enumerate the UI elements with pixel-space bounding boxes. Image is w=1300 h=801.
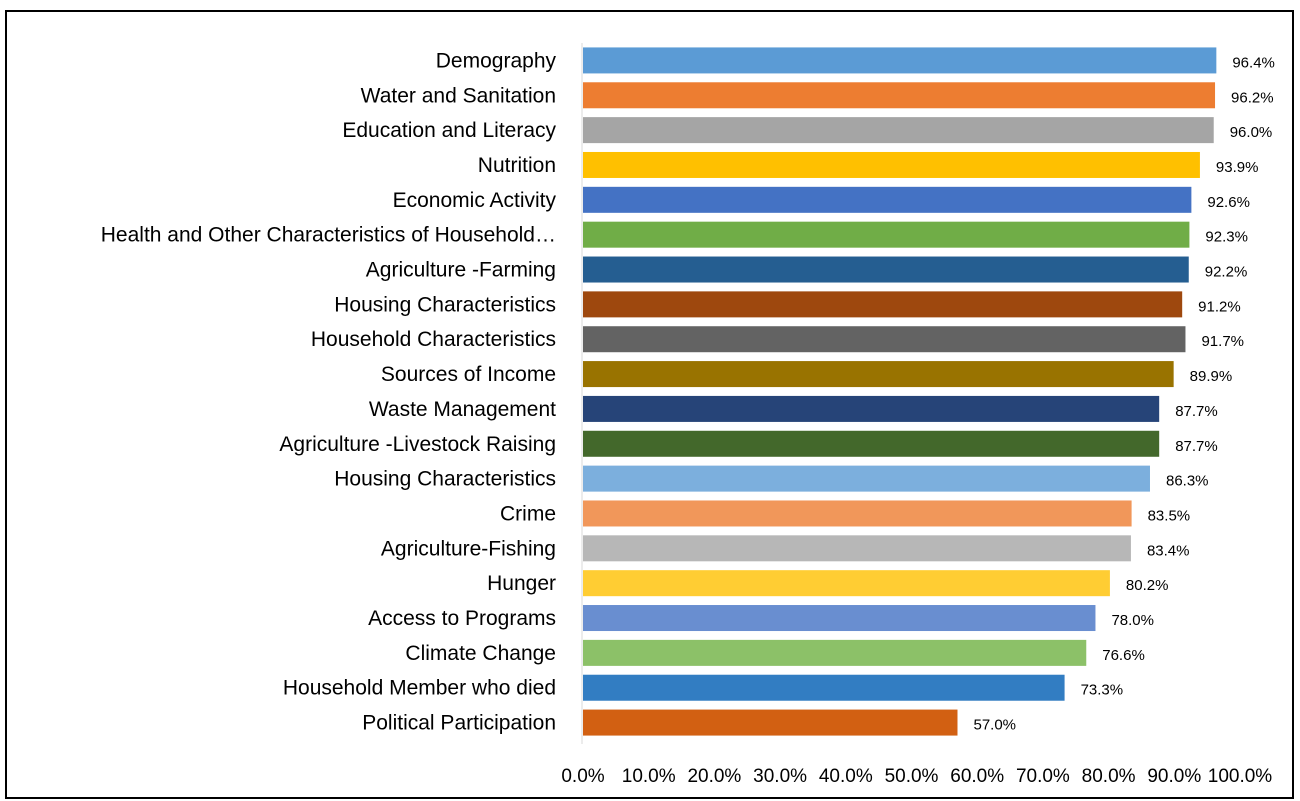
category-label: Housing Characteristics bbox=[334, 468, 556, 491]
value-label: 87.7% bbox=[1175, 438, 1218, 455]
bar bbox=[583, 256, 1189, 283]
bar bbox=[583, 570, 1110, 597]
value-label: 83.5% bbox=[1148, 507, 1191, 524]
category-label: Health and Other Characteristics of Hous… bbox=[101, 224, 556, 247]
value-label: 96.4% bbox=[1232, 54, 1275, 71]
bar bbox=[583, 605, 1096, 632]
bar bbox=[583, 117, 1214, 144]
value-label: 96.0% bbox=[1230, 124, 1273, 141]
bar bbox=[583, 639, 1087, 666]
value-label: 92.3% bbox=[1205, 229, 1248, 246]
category-label: Economic Activity bbox=[393, 189, 557, 212]
x-tick-label: 100.0% bbox=[1208, 766, 1273, 787]
bar bbox=[583, 82, 1216, 109]
category-label: Agriculture -Livestock Raising bbox=[279, 433, 556, 456]
bar bbox=[583, 291, 1183, 318]
x-tick-label: 40.0% bbox=[819, 766, 873, 787]
bar bbox=[583, 47, 1217, 74]
category-label: Education and Literacy bbox=[342, 119, 556, 142]
category-label: Waste Management bbox=[369, 398, 556, 421]
x-tick-label: 80.0% bbox=[1082, 766, 1136, 787]
category-label: Crime bbox=[500, 502, 556, 525]
value-label: 80.2% bbox=[1126, 577, 1169, 594]
bar bbox=[583, 430, 1160, 457]
category-label: Access to Programs bbox=[368, 607, 556, 630]
category-label: Water and Sanitation bbox=[361, 84, 556, 107]
x-tick-label: 30.0% bbox=[753, 766, 807, 787]
x-tick-label: 70.0% bbox=[1016, 766, 1070, 787]
value-labels: 96.4% 96.2% 96.0% 93.9% 92.6% 92.3% 92.2% 91.2%… bbox=[973, 54, 1274, 733]
value-label: 93.9% bbox=[1216, 159, 1259, 176]
bar bbox=[583, 326, 1186, 353]
value-label: 57.0% bbox=[973, 717, 1016, 734]
category-label: Sources of Income bbox=[381, 363, 556, 386]
x-tick-label: 90.0% bbox=[1147, 766, 1201, 787]
category-labels: Demography Water and Sanitation Education … bbox=[101, 49, 557, 734]
value-label: 91.7% bbox=[1201, 333, 1244, 350]
value-label: 76.6% bbox=[1102, 647, 1145, 664]
value-label: 83.4% bbox=[1147, 542, 1190, 559]
value-label: 73.3% bbox=[1081, 682, 1124, 699]
x-tick-label: 50.0% bbox=[885, 766, 939, 787]
category-label: Climate Change bbox=[405, 642, 556, 665]
value-label: 87.7% bbox=[1175, 403, 1218, 420]
x-tick-label: 60.0% bbox=[950, 766, 1004, 787]
bar bbox=[583, 535, 1131, 562]
value-label: 86.3% bbox=[1166, 473, 1209, 490]
x-tick-label: 10.0% bbox=[622, 766, 676, 787]
category-label: Political Participation bbox=[362, 712, 556, 735]
category-label: Household Characteristics bbox=[311, 328, 556, 351]
category-label: Agriculture -Farming bbox=[366, 259, 556, 282]
category-label: Hunger bbox=[487, 572, 556, 595]
value-label: 91.2% bbox=[1198, 298, 1241, 315]
x-tick-labels: 0.0% 10.0% 20.0% 30.0% 40.0% 50.0% 60.0% 70.0% 8… bbox=[561, 766, 1272, 787]
value-label: 89.9% bbox=[1190, 368, 1233, 385]
category-label: Household Member who died bbox=[283, 677, 556, 700]
bar bbox=[583, 465, 1150, 492]
bar bbox=[583, 221, 1190, 248]
value-label: 78.0% bbox=[1111, 612, 1154, 629]
bar bbox=[583, 186, 1192, 213]
bar bbox=[583, 674, 1065, 701]
value-label: 92.6% bbox=[1207, 194, 1250, 211]
x-tick-label: 0.0% bbox=[561, 766, 604, 787]
category-label: Demography bbox=[436, 49, 557, 72]
bar bbox=[583, 500, 1132, 527]
bar bbox=[583, 709, 958, 736]
bars-group bbox=[583, 47, 1217, 736]
x-tick-label: 20.0% bbox=[687, 766, 741, 787]
value-label: 92.2% bbox=[1205, 264, 1248, 281]
bar bbox=[583, 395, 1160, 422]
category-label: Housing Characteristics bbox=[334, 293, 556, 316]
bar bbox=[583, 361, 1174, 388]
category-label: Agriculture-Fishing bbox=[381, 537, 556, 560]
bar bbox=[583, 151, 1200, 178]
value-label: 96.2% bbox=[1231, 89, 1274, 106]
category-label: Nutrition bbox=[478, 154, 556, 177]
